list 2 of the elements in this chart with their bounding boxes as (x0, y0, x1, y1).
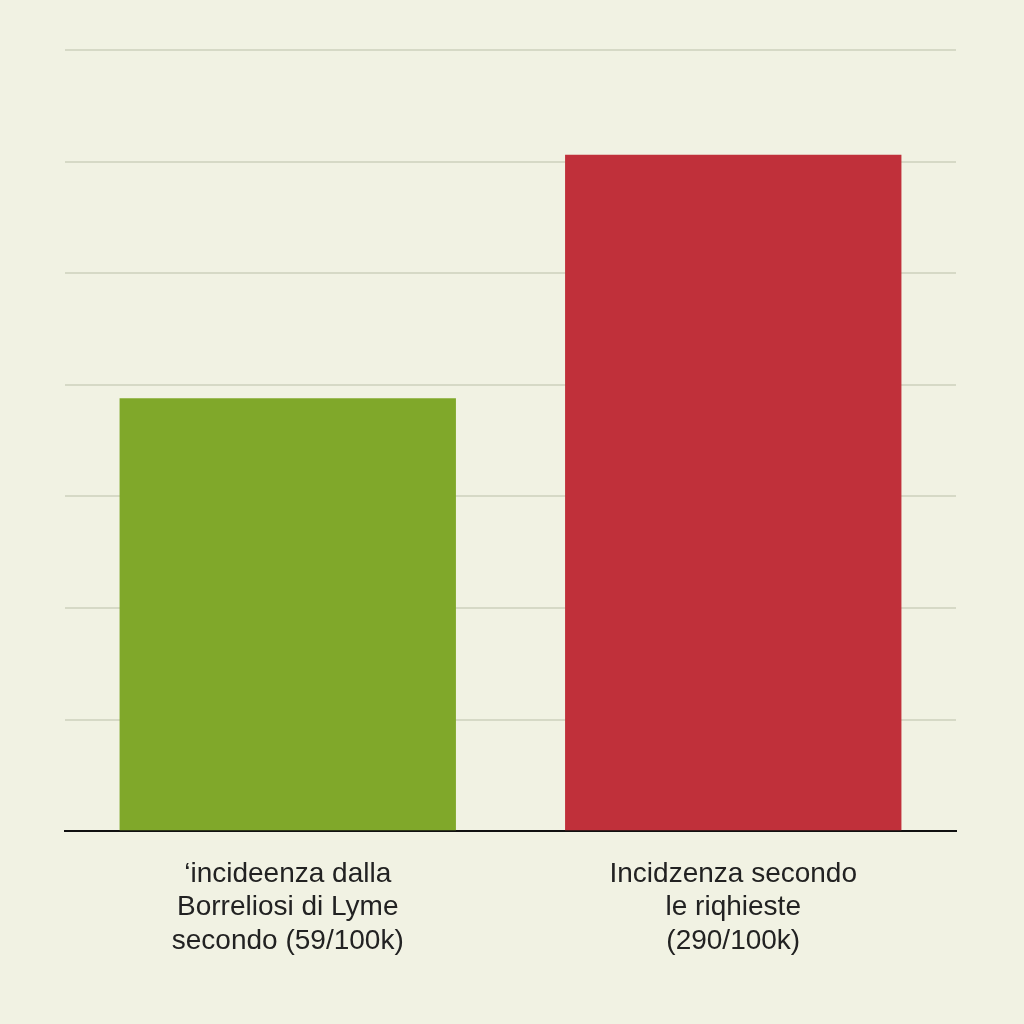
x-tick-label: Incidzenza secondo le riqhieste (290/100k) (609, 856, 858, 955)
x-tick-label: ‘incideenza dalla Borreliosi di Lyme secondo (59/100k) (171, 856, 404, 955)
